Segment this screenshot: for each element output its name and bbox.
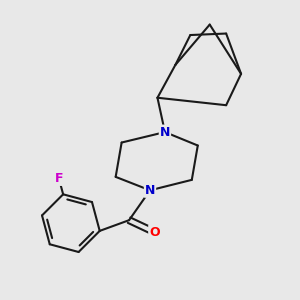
Text: F: F bbox=[55, 172, 63, 185]
Text: N: N bbox=[145, 184, 155, 197]
Text: O: O bbox=[149, 226, 160, 238]
Text: N: N bbox=[160, 126, 170, 139]
